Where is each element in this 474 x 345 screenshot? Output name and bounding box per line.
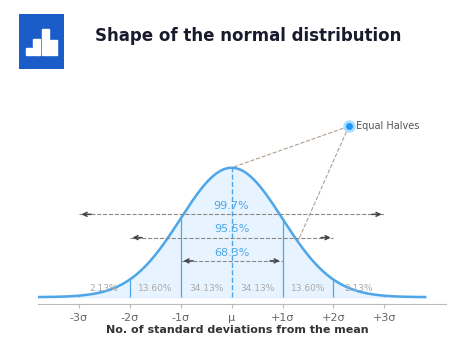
- Text: 34.13%: 34.13%: [240, 284, 274, 293]
- Text: 13.60%: 13.60%: [138, 284, 173, 293]
- Text: 2.13%: 2.13%: [90, 284, 118, 293]
- Bar: [42, 29, 49, 55]
- Text: Shape of the normal distribution: Shape of the normal distribution: [95, 27, 401, 45]
- Text: 13.60%: 13.60%: [291, 284, 325, 293]
- Bar: [50, 40, 57, 55]
- Bar: [26, 48, 32, 55]
- Text: 95.5%: 95.5%: [214, 224, 249, 234]
- FancyBboxPatch shape: [14, 8, 68, 75]
- Text: 99.7%: 99.7%: [214, 201, 249, 211]
- Text: 34.13%: 34.13%: [189, 284, 223, 293]
- Bar: [33, 39, 40, 55]
- Text: Equal Halves: Equal Halves: [356, 121, 420, 131]
- Text: 68.3%: 68.3%: [214, 248, 249, 258]
- Text: 2.13%: 2.13%: [345, 284, 373, 293]
- Text: No. of standard deviations from the mean: No. of standard deviations from the mean: [106, 325, 368, 335]
